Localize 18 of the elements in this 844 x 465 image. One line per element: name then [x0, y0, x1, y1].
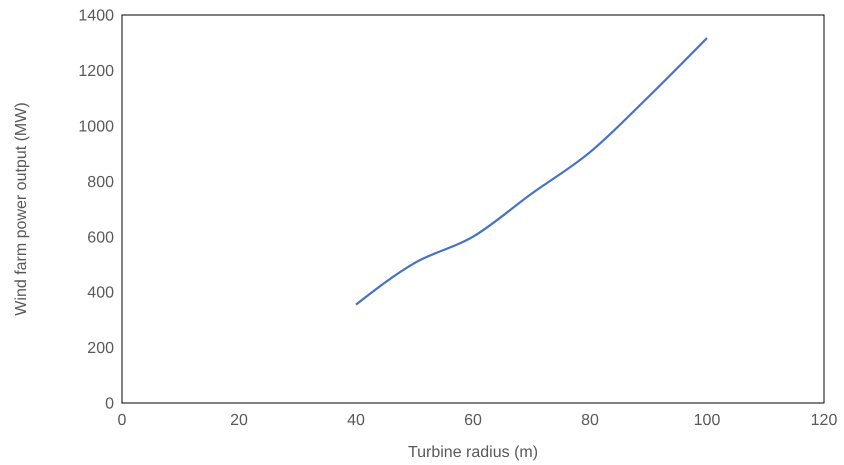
- y-axis-title: Wind farm power output (MW): [13, 102, 30, 316]
- y-tick-label: 1200: [78, 63, 114, 80]
- x-tick-label: 0: [118, 412, 127, 429]
- y-tick-label: 600: [87, 229, 114, 246]
- x-tick-label: 60: [464, 412, 482, 429]
- x-tick-label: 40: [347, 412, 365, 429]
- x-tick-label: 120: [810, 412, 838, 429]
- x-tick-label: 100: [694, 412, 720, 429]
- x-axis-title: Turbine radius (m): [408, 444, 538, 461]
- y-tick-label: 0: [105, 396, 114, 413]
- x-tick-label: 20: [230, 412, 248, 429]
- y-tick-label: 1400: [78, 8, 114, 25]
- y-tick-label: 1000: [78, 118, 114, 136]
- x-tick-label: 80: [581, 412, 599, 429]
- line-series: [354, 36, 708, 306]
- y-tick-label: 200: [87, 340, 114, 358]
- y-tick-label: 400: [87, 284, 114, 302]
- y-tick-label: 800: [87, 174, 114, 191]
